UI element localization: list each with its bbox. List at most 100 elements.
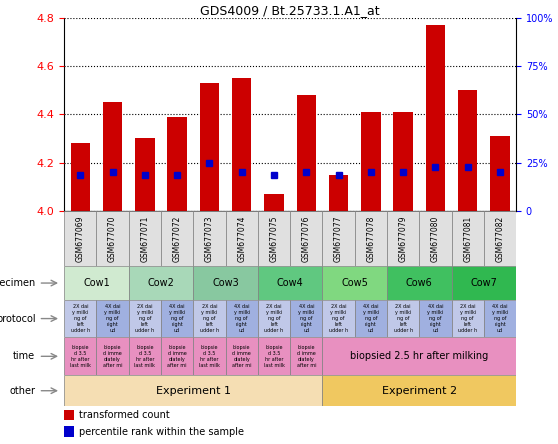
Text: 4X dai
y milki
ng of
right
ud: 4X dai y milki ng of right ud: [363, 305, 379, 333]
Bar: [193, 300, 225, 337]
Bar: [393, 112, 413, 211]
Bar: [419, 211, 451, 266]
Text: 4X dai
y milki
ng of
right
ud: 4X dai y milki ng of right ud: [104, 305, 121, 333]
Bar: [258, 266, 323, 300]
Text: GSM677073: GSM677073: [205, 215, 214, 262]
Text: 4X dai
y milki
ng of
right
ud: 4X dai y milki ng of right ud: [169, 305, 185, 333]
Text: 4X dai
y milki
ng of
right
ud: 4X dai y milki ng of right ud: [427, 305, 444, 333]
Text: GSM677070: GSM677070: [108, 215, 117, 262]
Bar: [419, 300, 451, 337]
Bar: [290, 211, 323, 266]
Bar: [193, 337, 225, 375]
Bar: [64, 337, 97, 375]
Bar: [161, 211, 193, 266]
Text: biopsie
d imme
diately
after mi: biopsie d imme diately after mi: [103, 345, 122, 368]
Bar: [361, 112, 381, 211]
Text: GSM677069: GSM677069: [76, 215, 85, 262]
Bar: [97, 337, 129, 375]
Text: GSM677071: GSM677071: [141, 215, 150, 262]
Bar: [355, 211, 387, 266]
Bar: [64, 211, 97, 266]
Text: biopsie
d 3.5
hr after
last milk: biopsie d 3.5 hr after last milk: [263, 345, 285, 368]
Text: GSM677079: GSM677079: [398, 215, 408, 262]
Bar: [97, 300, 129, 337]
Text: GSM677075: GSM677075: [270, 215, 278, 262]
Bar: [451, 211, 484, 266]
Text: GSM677077: GSM677077: [334, 215, 343, 262]
Bar: [193, 211, 225, 266]
Bar: [484, 300, 516, 337]
Bar: [290, 300, 323, 337]
Bar: [484, 211, 516, 266]
Text: 4X dai
y milki
ng of
right
ud: 4X dai y milki ng of right ud: [298, 305, 314, 333]
Bar: [355, 300, 387, 337]
Bar: [64, 426, 74, 437]
Bar: [161, 300, 193, 337]
Bar: [193, 266, 258, 300]
Text: GSM677072: GSM677072: [172, 215, 182, 262]
Text: biopsie
d imme
diately
after mi: biopsie d imme diately after mi: [167, 345, 187, 368]
Bar: [451, 300, 484, 337]
Text: transformed count: transformed count: [79, 410, 170, 420]
Text: 2X dai
y milki
ng of
left
udder h: 2X dai y milki ng of left udder h: [71, 305, 90, 333]
Bar: [129, 211, 161, 266]
Text: time: time: [13, 351, 35, 361]
Text: biopsied 2.5 hr after milking: biopsied 2.5 hr after milking: [350, 351, 488, 361]
Text: 2X dai
y milki
ng of
left
udder h: 2X dai y milki ng of left udder h: [393, 305, 413, 333]
Text: Experiment 1: Experiment 1: [156, 386, 231, 396]
Bar: [167, 117, 187, 211]
Bar: [458, 90, 478, 211]
Bar: [232, 78, 252, 211]
Text: protocol: protocol: [0, 313, 35, 324]
Bar: [64, 266, 129, 300]
Text: Cow1: Cow1: [83, 278, 110, 288]
Bar: [64, 409, 74, 420]
Text: 2X dai
y milki
ng of
left
udder h: 2X dai y milki ng of left udder h: [458, 305, 477, 333]
Text: 2X dai
y milki
ng of
left
udder h: 2X dai y milki ng of left udder h: [200, 305, 219, 333]
Text: Cow7: Cow7: [470, 278, 497, 288]
Bar: [323, 337, 516, 375]
Text: Cow5: Cow5: [341, 278, 368, 288]
Bar: [329, 174, 348, 211]
Text: Cow6: Cow6: [406, 278, 432, 288]
Text: biopsie
d imme
diately
after mi: biopsie d imme diately after mi: [296, 345, 316, 368]
Text: biopsie
d 3.5
hr after
last milk: biopsie d 3.5 hr after last milk: [70, 345, 91, 368]
Bar: [258, 211, 290, 266]
Text: 2X dai
y milki
ng of
left
udder h: 2X dai y milki ng of left udder h: [136, 305, 155, 333]
Bar: [225, 300, 258, 337]
Bar: [264, 194, 283, 211]
Bar: [451, 266, 516, 300]
Bar: [71, 143, 90, 211]
Bar: [97, 211, 129, 266]
Text: Cow4: Cow4: [277, 278, 304, 288]
Text: Experiment 2: Experiment 2: [382, 386, 457, 396]
Bar: [103, 102, 122, 211]
Bar: [258, 337, 290, 375]
Bar: [323, 266, 387, 300]
Bar: [129, 266, 193, 300]
Text: 2X dai
y milki
ng of
left
udder h: 2X dai y milki ng of left udder h: [264, 305, 283, 333]
Text: 4X dai
y milki
ng of
right
ud: 4X dai y milki ng of right ud: [234, 305, 250, 333]
Bar: [200, 83, 219, 211]
Text: GSM677081: GSM677081: [463, 215, 472, 262]
Bar: [64, 375, 323, 406]
Text: 4X dai
y milki
ng of
right
ud: 4X dai y milki ng of right ud: [492, 305, 508, 333]
Text: GSM677074: GSM677074: [237, 215, 246, 262]
Text: 2X dai
y milki
ng of
left
udder h: 2X dai y milki ng of left udder h: [329, 305, 348, 333]
Title: GDS4009 / Bt.25733.1.A1_at: GDS4009 / Bt.25733.1.A1_at: [200, 4, 380, 16]
Text: other: other: [9, 386, 35, 396]
Bar: [290, 337, 323, 375]
Bar: [297, 95, 316, 211]
Text: biopsie
d 3.5
hr after
last milk: biopsie d 3.5 hr after last milk: [134, 345, 155, 368]
Text: GSM677080: GSM677080: [431, 215, 440, 262]
Bar: [225, 337, 258, 375]
Bar: [426, 25, 445, 211]
Bar: [225, 211, 258, 266]
Bar: [258, 300, 290, 337]
Bar: [161, 337, 193, 375]
Bar: [129, 300, 161, 337]
Text: GSM677076: GSM677076: [302, 215, 311, 262]
Bar: [387, 300, 419, 337]
Bar: [490, 136, 509, 211]
Bar: [323, 211, 355, 266]
